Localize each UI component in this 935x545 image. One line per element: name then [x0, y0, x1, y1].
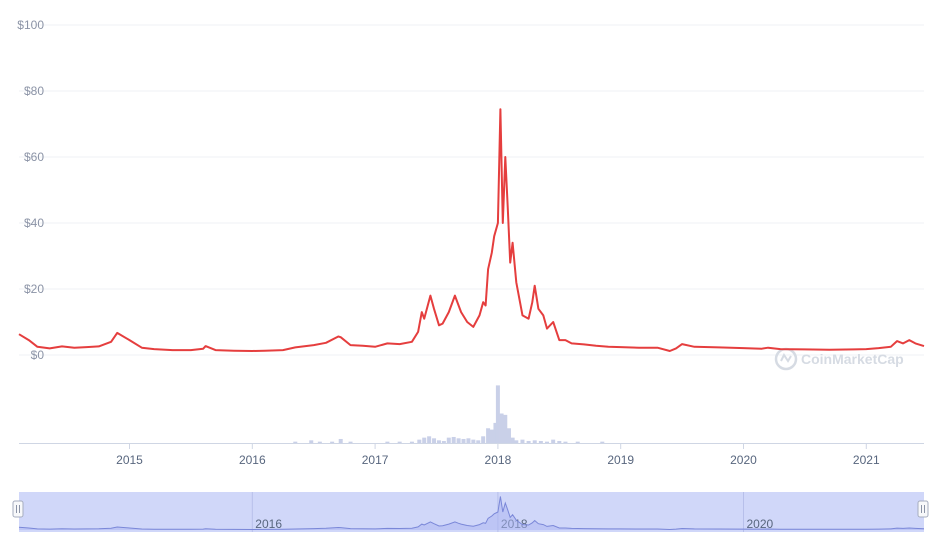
volume-bar [427, 436, 432, 443]
y-tick-label: $40 [24, 216, 44, 230]
volume-bar [486, 428, 491, 443]
volume-bar [499, 413, 504, 443]
volume-bar [432, 438, 437, 443]
volume-bar [563, 441, 568, 443]
x-tick-label: 2015 [116, 453, 143, 467]
price-line-series [18, 108, 925, 352]
volume-bar [417, 439, 422, 443]
volume-bar [293, 441, 298, 443]
navigator-series [18, 496, 925, 531]
volume-bar [397, 441, 402, 443]
volume-bar [526, 440, 531, 443]
volume-bar [409, 441, 414, 443]
navigator-year-label: 2016 [255, 517, 282, 531]
volume-bar [503, 414, 508, 443]
y-tick-label: $100 [17, 18, 44, 32]
volume-bar [476, 440, 481, 443]
volume-bar [532, 440, 537, 443]
volume-bar [446, 437, 451, 443]
volume-bar [545, 441, 550, 443]
volume-bar [510, 437, 515, 443]
navigator-line [18, 496, 925, 531]
x-tick-label: 2016 [239, 453, 266, 467]
x-tick-label: 2021 [853, 453, 880, 467]
y-tick-label: $20 [24, 282, 44, 296]
volume-bar [520, 439, 525, 443]
volume-bar [436, 440, 441, 443]
y-tick-label: $60 [24, 150, 44, 164]
x-tick-label: 2018 [485, 453, 512, 467]
y-tick-label: $0 [31, 348, 45, 362]
volume-bar [551, 439, 556, 443]
watermark: CoinMarketCap [774, 347, 904, 371]
volume-bar [348, 441, 353, 443]
volume-bar [309, 440, 314, 443]
volume-bar [538, 440, 543, 443]
volume-bar [514, 440, 519, 443]
watermark-logo-icon [774, 347, 798, 371]
volume-bar [493, 422, 498, 443]
x-axis-ticks: 2015 2016 2017 2018 2019 2020 2021 [116, 443, 880, 467]
y-tick-label: $80 [24, 84, 44, 98]
y-axis-ticks: $100 $80 $60 $40 $20 $0 [17, 18, 44, 362]
volume-bar [422, 437, 427, 443]
navigator-left-handle[interactable] [12, 500, 24, 518]
volume-bar [481, 436, 486, 443]
volume-bar [441, 440, 446, 443]
volume-bar [495, 385, 500, 443]
volume-bar [451, 436, 456, 443]
volume-bar [557, 440, 562, 443]
navigator-year-label: 2020 [746, 517, 773, 531]
x-tick-label: 2017 [362, 453, 389, 467]
range-navigator[interactable]: 201620182020 [12, 492, 929, 532]
volume-bar [471, 439, 476, 443]
navigator-selected-range[interactable] [19, 492, 924, 532]
volume-bar [338, 438, 343, 443]
x-tick-label: 2019 [607, 453, 634, 467]
navigator-right-handle[interactable] [917, 500, 929, 518]
x-tick-label: 2020 [730, 453, 757, 467]
volume-bar [461, 438, 466, 443]
volume-bar [506, 428, 511, 443]
volume-bar [330, 441, 335, 443]
volume-bar [600, 441, 605, 443]
volume-bar [385, 441, 390, 443]
volume-bar [575, 441, 580, 443]
volume-bar [456, 438, 461, 443]
price-line [18, 108, 925, 352]
watermark-text: CoinMarketCap [801, 351, 904, 367]
grid-lines [19, 24, 924, 356]
volume-bar [317, 441, 322, 443]
volume-bar [489, 429, 494, 443]
volume-bars [293, 385, 605, 443]
volume-bar [466, 438, 471, 443]
